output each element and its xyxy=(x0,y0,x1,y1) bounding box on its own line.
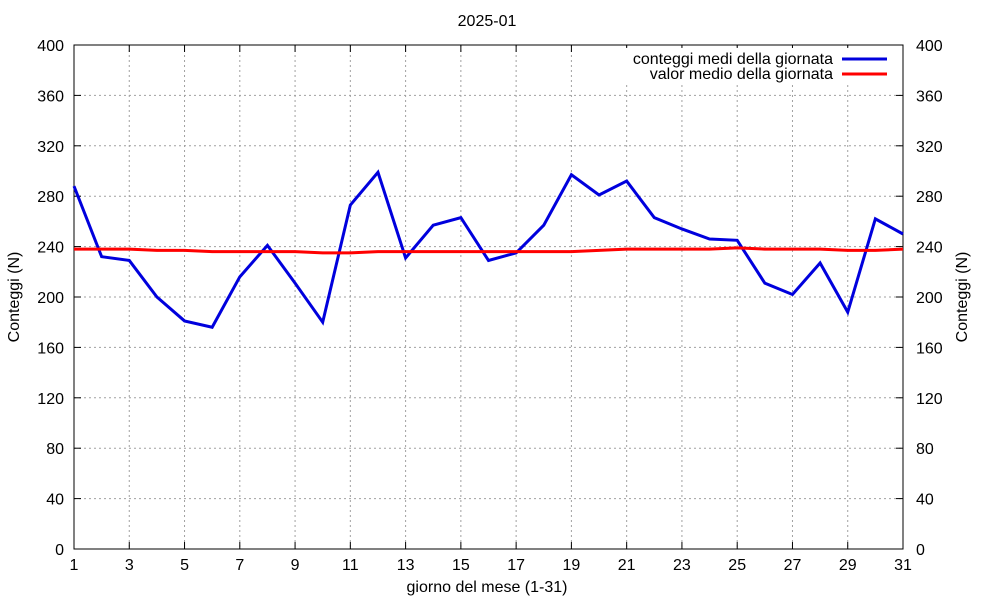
x-tick-label: 7 xyxy=(235,557,244,574)
x-tick-label: 25 xyxy=(728,557,746,574)
y-tick-label: 400 xyxy=(37,38,64,55)
y-tick-label: 200 xyxy=(37,290,64,307)
chart-title: 2025-01 xyxy=(458,13,517,30)
series-line xyxy=(74,246,904,255)
x-tick-label: 1 xyxy=(70,557,79,574)
y2-axis-label: Conteggi (N) xyxy=(954,252,971,343)
y2-tick-label: 40 xyxy=(916,492,934,509)
y-tick-label: 160 xyxy=(37,340,64,357)
x-tick-label: 19 xyxy=(563,557,581,574)
y2-tick-label: 160 xyxy=(916,340,943,357)
x-tick-label: 21 xyxy=(618,557,636,574)
y2-tick-label: 360 xyxy=(916,88,943,105)
x-tick-label: 5 xyxy=(180,557,189,574)
y-tick-label: 0 xyxy=(55,542,64,559)
x-tick-label: 29 xyxy=(839,557,857,574)
x-tick-label: 15 xyxy=(452,557,470,574)
y-tick-label: 80 xyxy=(46,441,64,458)
legend-background xyxy=(620,48,895,84)
x-tick-label: 23 xyxy=(673,557,691,574)
grid xyxy=(74,45,903,549)
x-axis-label: giorno del mese (1-31) xyxy=(407,579,568,596)
y-axis-label: Conteggi (N) xyxy=(6,252,23,343)
series xyxy=(72,169,904,329)
y2-tick-label: 320 xyxy=(916,139,943,156)
x-tick-label: 11 xyxy=(342,557,359,574)
legend-label: valor medio della giornata xyxy=(650,66,833,83)
y-tick-label: 120 xyxy=(37,391,64,408)
y-tick-label: 40 xyxy=(46,492,64,509)
y-tick-label: 320 xyxy=(37,139,64,156)
y2-tick-label: 80 xyxy=(916,441,934,458)
x-tick-label: 13 xyxy=(397,557,415,574)
y-tick-label: 280 xyxy=(37,189,64,206)
y2-tick-label: 200 xyxy=(916,290,943,307)
x-tick-label: 17 xyxy=(507,557,525,574)
y2-tick-label: 120 xyxy=(916,391,943,408)
series-line xyxy=(72,169,904,329)
plot-frame xyxy=(73,44,904,550)
x-tick-label: 3 xyxy=(125,557,134,574)
x-tick-label: 9 xyxy=(291,557,300,574)
legend-label: conteggi medi della giornata xyxy=(633,51,833,68)
y2-tick-label: 240 xyxy=(916,240,943,257)
y2-tick-label: 280 xyxy=(916,189,943,206)
y-tick-label: 240 xyxy=(37,240,64,257)
y2-tick-label: 0 xyxy=(916,542,925,559)
y2-tick-label: 400 xyxy=(916,38,943,55)
y-tick-label: 360 xyxy=(37,88,64,105)
x-tick-label: 27 xyxy=(784,557,802,574)
x-tick-label: 31 xyxy=(894,557,912,574)
